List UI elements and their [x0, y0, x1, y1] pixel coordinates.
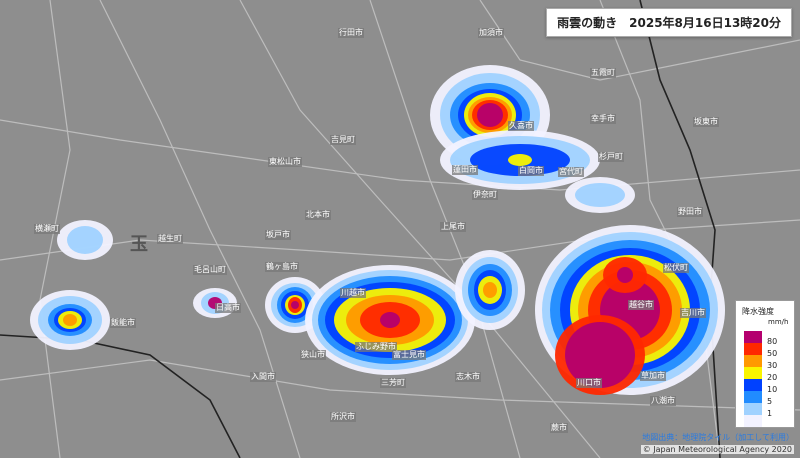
precipitation-layer	[30, 65, 725, 395]
place-label: 松伏町	[663, 263, 689, 273]
legend-swatch	[744, 343, 762, 355]
copyright: © Japan Meteorological Agency 2020	[640, 445, 794, 454]
rain-cell	[57, 220, 113, 260]
legend-value: 10	[767, 385, 778, 394]
place-label: 所沢市	[330, 412, 356, 422]
legend-row: 30	[744, 355, 794, 370]
place-label: 蓮田市	[452, 165, 478, 175]
region-label: 玉	[130, 234, 148, 255]
place-label: 東松山市	[268, 157, 302, 167]
place-label: 三芳町	[380, 378, 406, 388]
legend-row	[744, 415, 794, 427]
datetime: 2025年8月16日13時20分	[629, 16, 781, 30]
rain-cell	[455, 250, 525, 330]
place-label: 川越市	[340, 288, 366, 298]
place-label: 鶴ヶ島市	[265, 262, 299, 272]
place-label: 蕨市	[550, 423, 568, 433]
place-label: 横瀬町	[34, 224, 60, 234]
legend-swatch	[744, 367, 762, 379]
rain-cell	[305, 265, 475, 375]
rain-cell	[603, 257, 647, 293]
rain-intensity-area	[291, 301, 299, 309]
legend-swatch	[744, 355, 762, 367]
tile-attribution-link[interactable]: 地図出典：地理院タイル（加工して利用）	[642, 433, 794, 442]
place-label: 坂戸市	[265, 230, 291, 240]
place-label: 幸手市	[590, 114, 616, 124]
place-label: 日高市	[215, 303, 241, 313]
place-label: 白岡市	[518, 166, 544, 176]
place-label: 北本市	[305, 210, 331, 220]
rain-intensity-area	[575, 183, 625, 207]
place-label: 杉戸町	[598, 152, 624, 162]
rain-intensity-area	[508, 154, 532, 166]
place-label: 行田市	[338, 28, 364, 38]
place-label: 草加市	[640, 371, 666, 381]
place-label: ふじみ野市	[355, 342, 397, 352]
place-label: 越生町	[157, 234, 183, 244]
title-box: 雨雲の動き 2025年8月16日13時20分	[546, 8, 792, 37]
place-label: 加須市	[478, 28, 504, 38]
place-label: 越谷市	[628, 300, 654, 310]
rain-intensity-area	[477, 103, 503, 127]
place-label: 志木市	[455, 372, 481, 382]
legend-swatch	[744, 415, 762, 427]
place-label: 八潮市	[650, 396, 676, 406]
place-label: 富士見市	[392, 350, 426, 360]
place-label: 飯能市	[110, 318, 136, 328]
legend-value: 20	[767, 373, 778, 382]
place-label: 吉川市	[680, 308, 706, 318]
place-label: 狭山市	[300, 350, 326, 360]
title: 雨雲の動き	[557, 16, 618, 30]
rain-cell	[440, 130, 600, 190]
legend-row: 1	[744, 403, 794, 418]
legend-value: 5	[767, 397, 773, 406]
place-label: 久喜市	[508, 121, 534, 131]
place-label: 五霞町	[590, 68, 616, 78]
rain-intensity-area	[63, 314, 77, 326]
rain-intensity-area	[617, 267, 633, 283]
legend-swatch	[744, 331, 762, 343]
rain-cell	[565, 177, 635, 213]
legend-value: 30	[767, 361, 778, 370]
place-label: 入間市	[250, 372, 276, 382]
legend-value: 1	[767, 409, 773, 418]
rain-intensity-area	[380, 312, 400, 328]
legend-swatch	[744, 403, 762, 415]
legend-row: 50	[744, 343, 794, 358]
place-label: 伊奈町	[472, 190, 498, 200]
legend-value: 80	[767, 337, 778, 346]
legend-title: 降水強度	[742, 307, 774, 316]
place-label: 上尾市	[440, 222, 466, 232]
legend-row: 10	[744, 379, 794, 394]
legend-unit: mm/h	[768, 318, 789, 326]
legend-swatch	[744, 391, 762, 403]
place-label: 毛呂山町	[193, 265, 227, 275]
rain-intensity-area	[565, 322, 635, 388]
place-label: 坂東市	[693, 117, 719, 127]
legend-swatch	[744, 379, 762, 391]
place-label: 野田市	[677, 207, 703, 217]
place-label: 宮代町	[558, 167, 584, 177]
rain-cell	[30, 290, 110, 350]
rain-cell	[555, 315, 645, 395]
legend-value: 50	[767, 349, 778, 358]
rain-intensity-area	[67, 226, 103, 254]
legend-row: 5	[744, 391, 794, 406]
rain-intensity-area	[483, 282, 497, 298]
place-label: 川口市	[576, 378, 602, 388]
legend: 降水強度 mm/h 80 50 30 20 10 5 1	[735, 300, 795, 428]
place-label: 吉見町	[330, 135, 356, 145]
legend-row: 20	[744, 367, 794, 382]
legend-row: 80	[744, 331, 794, 346]
